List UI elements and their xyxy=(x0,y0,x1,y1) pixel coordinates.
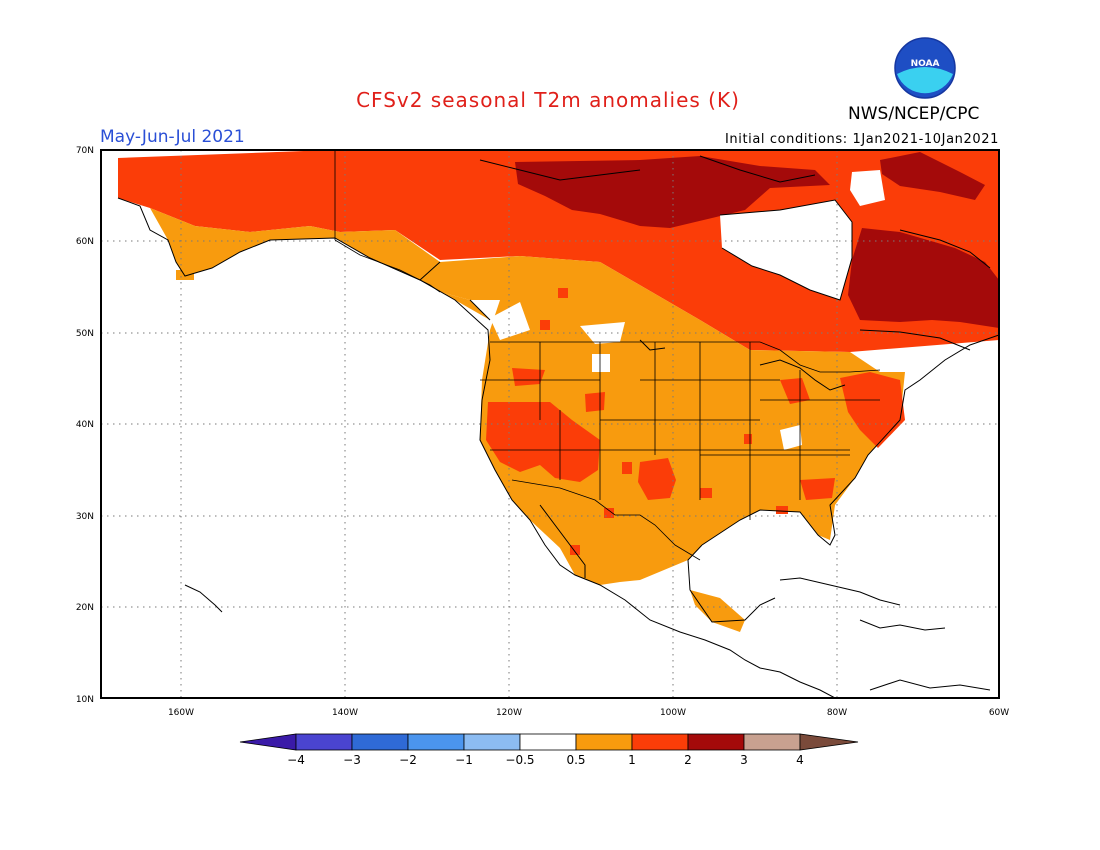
lon-label-100w: 100W xyxy=(660,708,686,718)
anomaly-cell-prairie xyxy=(558,288,568,298)
anomaly-region-1-2-north xyxy=(118,150,999,352)
anomaly-region-near-normal-prairies xyxy=(580,322,625,344)
agency-label: NWS/NCEP/CPC xyxy=(848,104,980,124)
colorbar-arrow-left xyxy=(239,733,297,751)
lat-label-40n: 40N xyxy=(76,420,94,430)
anomaly-region-1-2-southwest xyxy=(638,458,676,500)
colorbar-segment xyxy=(631,733,689,751)
noaa-logo-text: NOAA xyxy=(911,59,940,69)
anomaly-region-near-normal-pacific-nw xyxy=(490,302,530,340)
anomaly-region-near-normal-great-lakes xyxy=(780,425,802,450)
colorbar-segment xyxy=(351,733,409,751)
anomaly-cell-kodiak xyxy=(176,270,194,280)
colorbar: −4 −3 −2 −1 −0.5 0.5 1 2 3 4 xyxy=(239,733,859,767)
colorbar-label: −1 xyxy=(455,753,473,767)
lon-label-140w: 140W xyxy=(332,708,358,718)
coastlines xyxy=(117,155,999,698)
anomaly-cell-bc-coast xyxy=(540,320,550,330)
graticule xyxy=(101,150,999,698)
anomaly-region-05-1-alaska xyxy=(150,208,490,320)
anomaly-cell-gulf-coast xyxy=(776,506,788,514)
anomaly-region-1-2-plains xyxy=(585,392,605,412)
colorbar-label: 3 xyxy=(740,753,748,767)
anomaly-cell-sonora xyxy=(622,462,632,474)
anomaly-region-1-2-mountain xyxy=(512,368,545,386)
colorbar-label: 2 xyxy=(684,753,692,767)
map-frame xyxy=(100,149,1000,699)
colorbar-label: −3 xyxy=(343,753,361,767)
colorbar-segment xyxy=(407,733,465,751)
anomaly-region-05-1-continent xyxy=(440,256,905,582)
lon-label-160w: 160W xyxy=(168,708,194,718)
anomaly-region-near-normal-arctic-islands xyxy=(850,170,885,206)
map-title: CFSv2 seasonal T2m anomalies (K) xyxy=(356,88,740,112)
anomaly-region-05-1-gulf xyxy=(690,590,745,632)
anomaly-region-2-3-labrador xyxy=(848,228,999,328)
initial-conditions-label: Initial conditions: 1Jan2021-10Jan2021 xyxy=(724,132,999,147)
lon-label-80w: 80W xyxy=(827,708,847,718)
anomaly-region-2-3-baffin xyxy=(880,152,985,200)
colorbar-label: −4 xyxy=(287,753,305,767)
colorbar-segment xyxy=(743,733,801,751)
lat-label-20n: 20N xyxy=(76,603,94,613)
longitude-labels: 160W 140W 120W 100W 80W 60W xyxy=(168,708,1009,718)
anomaly-cell-baja xyxy=(604,508,614,518)
political-borders xyxy=(334,150,881,561)
lat-label-30n: 30N xyxy=(76,512,94,522)
lat-label-60n: 60N xyxy=(76,237,94,247)
lat-label-50n: 50N xyxy=(76,329,94,339)
anomaly-cell-ohio-valley xyxy=(744,434,752,444)
anomaly-field xyxy=(118,150,999,632)
latitude-labels: 70N 60N 50N 40N 30N 20N 10N xyxy=(76,146,94,705)
lat-label-10n: 10N xyxy=(76,695,94,705)
colorbar-arrow-right xyxy=(799,733,859,751)
anomaly-cell-texas xyxy=(700,488,712,498)
colorbar-label: 4 xyxy=(796,753,804,767)
anomaly-region-1-2-northeast xyxy=(840,372,905,448)
colorbar-label: 1 xyxy=(628,753,636,767)
colorbar-segment xyxy=(519,733,577,751)
colorbar-label: −0.5 xyxy=(505,753,534,767)
colorbar-label: 0.5 xyxy=(566,753,585,767)
colorbar-label: −2 xyxy=(399,753,417,767)
lat-label-70n: 70N xyxy=(76,146,94,156)
noaa-logo: NOAA xyxy=(894,37,956,99)
colorbar-segment xyxy=(295,733,353,751)
anomaly-region-near-normal-rockies xyxy=(592,354,610,372)
season-label: May-Jun-Jul 2021 xyxy=(100,127,245,147)
colorbar-segment xyxy=(687,733,745,751)
anomaly-cell-mexico-coast xyxy=(570,545,580,555)
anomaly-region-1-2-west xyxy=(486,402,600,482)
lon-label-120w: 120W xyxy=(496,708,522,718)
anomaly-region-near-normal-hudson xyxy=(720,200,852,300)
anomaly-region-1-2-midwest xyxy=(780,378,810,404)
colorbar-segment xyxy=(463,733,521,751)
colorbar-segment xyxy=(575,733,633,751)
anomaly-region-1-2-southeast xyxy=(800,478,835,500)
lon-label-60w: 60W xyxy=(989,708,1009,718)
